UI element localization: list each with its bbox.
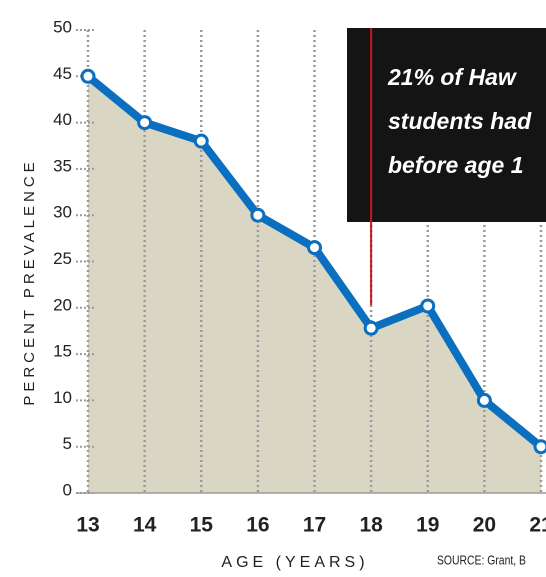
- y-axis-title: PERCENT PREVALENCE: [21, 158, 38, 405]
- y-tick-label: 5: [63, 434, 72, 453]
- x-tick-label: 14: [133, 514, 157, 537]
- x-tick-label: 13: [76, 514, 99, 537]
- point: [363, 320, 379, 336]
- x-tick-label: 16: [246, 514, 269, 537]
- y-tick-label: 25: [53, 249, 72, 268]
- y-tick-label: 20: [53, 295, 72, 314]
- annotation-text: before age 1: [388, 152, 524, 178]
- y-tick-label: 35: [53, 156, 72, 175]
- y-tick-label: 45: [53, 64, 72, 83]
- x-tick-label: 15: [190, 514, 214, 537]
- x-tick-label: 21: [529, 514, 546, 537]
- x-tick-label: 20: [473, 514, 496, 537]
- x-tick-label: 17: [303, 514, 326, 537]
- point: [137, 115, 153, 131]
- y-tick-label: 0: [63, 480, 72, 499]
- y-tick-label: 10: [53, 388, 72, 407]
- y-tick-label: 15: [53, 342, 72, 361]
- point: [193, 133, 209, 149]
- source: SOURCE: Grant, B: [437, 553, 526, 567]
- y-tick-label: 30: [53, 203, 72, 222]
- annotation-text: 21% of Haw: [387, 64, 518, 90]
- point: [476, 392, 492, 408]
- y-tick-label: 40: [53, 110, 72, 129]
- annotation-text: students had: [388, 108, 532, 134]
- x-axis-title: AGE (YEARS): [221, 554, 368, 571]
- x-tick-label: 19: [416, 514, 439, 537]
- point: [80, 68, 96, 84]
- y-tick-label: 50: [53, 17, 72, 36]
- point: [307, 240, 322, 256]
- point: [250, 207, 266, 223]
- point: [420, 298, 436, 314]
- annotation-box: [347, 28, 546, 222]
- point: [533, 439, 546, 455]
- x-tick-label: 18: [359, 514, 383, 537]
